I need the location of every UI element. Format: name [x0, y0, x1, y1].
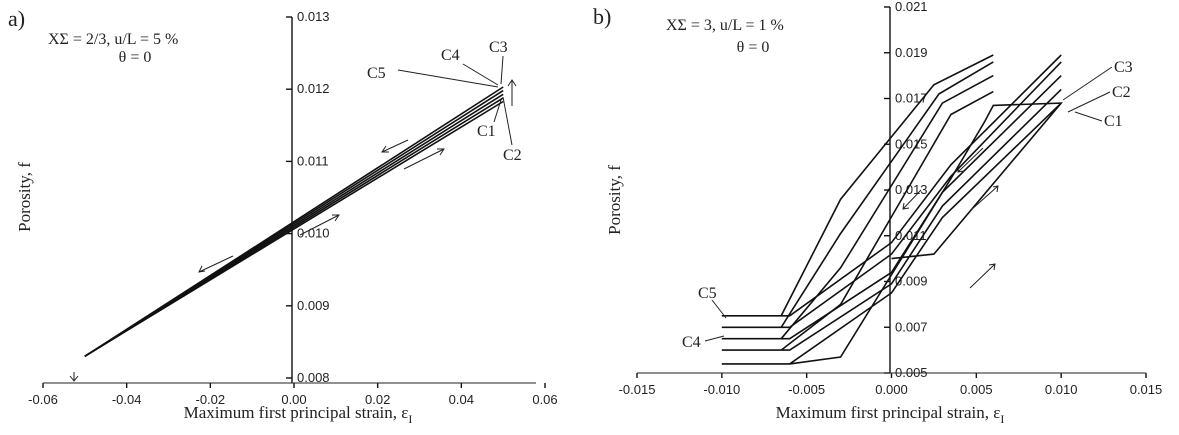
- panel-a: a) XΣ = 2/3, u/L = 5 % θ = 0 0.0080.0090…: [8, 6, 558, 426]
- panel-a-series-c5: [84, 86, 504, 357]
- panel-b-x-tick-label: 0.000: [875, 382, 908, 397]
- panel-b-y-tick-label: 0.009: [895, 274, 928, 289]
- panel-b-x-tick-label: -0.005: [788, 382, 825, 397]
- panel-b-leader-c1: [1074, 111, 1103, 122]
- panel-a-leader-c2: [502, 96, 513, 146]
- panel-a-x-tick-label: -0.02: [196, 392, 226, 407]
- panel-a-y-tick-label: 0.011: [297, 153, 329, 168]
- panel-a-y-tick-label: 0.013: [297, 9, 330, 24]
- panel-b-curves: [721, 54, 1063, 365]
- panel-a-x-label: Maximum first principal strain, εI: [184, 403, 413, 426]
- panel-a-y-axis: 0.008 0.009 0.010 0.011 0.012 0.013: [286, 9, 330, 385]
- panel-a-leader-c5: [397, 69, 499, 88]
- panel-b-series-c5: [721, 54, 1062, 317]
- panel-a-leader-c1: [493, 99, 502, 123]
- panel-a-label-c3: C3: [489, 39, 508, 56]
- panel-a-x-tick-label: 0.04: [449, 392, 474, 407]
- panel-b-param-line2: θ = 0: [737, 39, 770, 56]
- panel-b-x-tick-label: -0.010: [703, 382, 740, 397]
- panel-a-x-tick-label: 0.06: [532, 392, 557, 407]
- panel-b-y-tick-label: 0.021: [895, 0, 928, 14]
- panel-b-label-c4: C4: [682, 334, 701, 351]
- panel-a-arrow-left-1: [381, 139, 409, 153]
- panel-a-x-tick-label: 0.02: [365, 392, 390, 407]
- panel-a-label-c1: C1: [477, 123, 496, 140]
- panel-a-param-line1: XΣ = 2/3, u/L = 5 %: [48, 31, 178, 48]
- panel-b-x-tick-label: 0.010: [1045, 382, 1078, 397]
- panel-b-arrow-right-2: [969, 263, 996, 289]
- panel-a-param-line2: θ = 0: [119, 49, 152, 66]
- panel-a-arrow-down: [69, 372, 79, 382]
- panel-a-arrow-right-2: [299, 214, 340, 236]
- panel-b-y-label: Porosity, f: [605, 165, 624, 235]
- panel-a-y-tick-label: 0.010: [297, 226, 330, 241]
- panel-a-label-c2: C2: [503, 147, 522, 164]
- panel-a-arrow-left-2: [198, 255, 234, 273]
- panel-b-label-c5: C5: [698, 285, 717, 302]
- panel-b-x-tick-label: -0.015: [619, 382, 656, 397]
- panel-b-label-c2: C2: [1112, 84, 1131, 101]
- panel-b-series-c2: [721, 88, 1062, 351]
- panel-a-label: a): [8, 6, 25, 31]
- panel-b-y-tick-label: 0.013: [895, 182, 928, 197]
- panel-a-leader-c3: [500, 55, 504, 85]
- panel-a-y-label: Porosity, f: [15, 162, 34, 232]
- panel-b: b) XΣ = 3, u/L = 1 % θ = 0 0.005 0.007 0.0…: [593, 0, 1162, 426]
- panel-b-y-tick-label: 0.019: [895, 45, 928, 60]
- panel-a-arrow-up: [507, 79, 517, 106]
- panel-a-x-axis: -0.06 -0.04 -0.02 0.00 0.02 0.04 0.06: [28, 383, 558, 407]
- panel-b-leader-c5: [711, 299, 727, 319]
- panel-b-y-tick-label: 0.007: [895, 319, 928, 334]
- panel-a-curves: [84, 86, 504, 357]
- panel-b-leader-c4: [704, 335, 725, 342]
- panel-a-annotations: C5 C4 C3 C1 C2: [43, 39, 536, 384]
- panel-b-x-tick-label: 0.005: [960, 382, 993, 397]
- panel-b-arrow-left-1: [957, 147, 984, 173]
- panel-b-y-axis: 0.0050.0070.0090.0110.0130.0150.0170.019…: [884, 0, 928, 380]
- panel-a-y-tick-label: 0.012: [297, 81, 330, 96]
- panel-b-param-line1: XΣ = 3, u/L = 1 %: [666, 17, 784, 34]
- panel-b-arrow-left-2: [902, 189, 922, 210]
- panel-b-series-c4: [721, 61, 1062, 329]
- panel-a-x-tick-label: -0.06: [28, 392, 58, 407]
- panel-b-annotations: C3 C2 C1 C5 C4: [637, 59, 1146, 374]
- panel-b-label-c3: C3: [1114, 59, 1133, 76]
- panel-b-label-c1: C1: [1104, 113, 1123, 130]
- panel-b-arrow-right-1: [970, 185, 999, 211]
- panel-b-leader-c2: [1067, 91, 1111, 113]
- panel-b-x-label: Maximum first principal strain, εI: [776, 403, 1005, 426]
- panel-b-leader-c3: [1062, 66, 1113, 101]
- panel-a-x-tick-label: 0.00: [281, 392, 306, 407]
- panel-a-leader-c4: [462, 63, 499, 86]
- panel-a-arrow-right-1: [403, 148, 445, 170]
- panel-b-series-c1: [721, 102, 1063, 365]
- panel-b-series-c3: [721, 74, 1062, 340]
- panel-a-label-c4: C4: [441, 47, 460, 64]
- panel-b-x-axis: -0.015 -0.010 -0.005 0.000 0.005 0.010 0.015: [619, 373, 1163, 397]
- panel-b-label: b): [593, 4, 611, 29]
- panel-a-label-c5: C5: [367, 65, 386, 82]
- panel-a-x-tick-label: -0.04: [112, 392, 142, 407]
- panel-b-x-tick-label: 0.015: [1130, 382, 1163, 397]
- panel-a-y-tick-label: 0.008: [297, 370, 330, 385]
- panel-a-y-tick-label: 0.009: [297, 298, 330, 313]
